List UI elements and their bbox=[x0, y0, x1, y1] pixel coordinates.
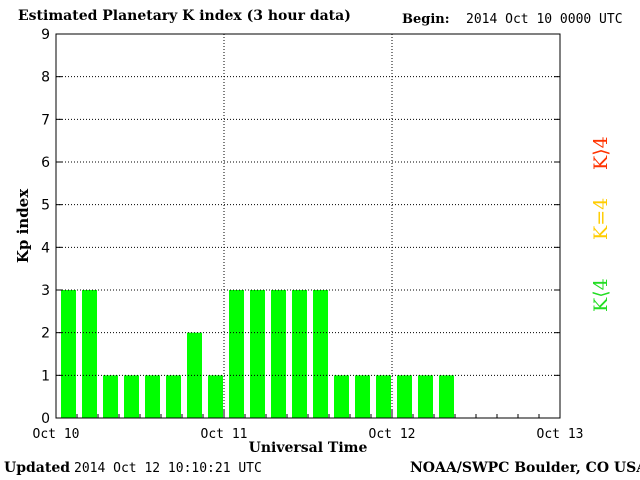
bar-5 bbox=[166, 375, 181, 418]
bar-18 bbox=[439, 375, 454, 418]
updated-value: 2014 Oct 12 10:10:21 UTC bbox=[74, 461, 262, 476]
bar-17 bbox=[418, 375, 433, 418]
bar-10 bbox=[271, 290, 286, 418]
bar-14 bbox=[355, 375, 370, 418]
y-tick-label-5: 5 bbox=[41, 198, 50, 214]
bar-8 bbox=[229, 290, 244, 418]
bar-3 bbox=[124, 375, 139, 418]
bar-13 bbox=[334, 375, 349, 418]
y-tick-label-7: 7 bbox=[41, 112, 50, 128]
bar-1 bbox=[82, 290, 97, 418]
y-tick-label-8: 8 bbox=[41, 70, 50, 86]
y-tick-label-4: 4 bbox=[41, 240, 50, 256]
legend-k-below-4: K⟨4 bbox=[590, 278, 612, 312]
bar-7 bbox=[208, 375, 223, 418]
bar-2 bbox=[103, 375, 118, 418]
bar-9 bbox=[250, 290, 265, 418]
x-tick-label-0: Oct 10 bbox=[33, 427, 80, 442]
bar-16 bbox=[397, 375, 412, 418]
bar-0 bbox=[61, 290, 76, 418]
bar-4 bbox=[145, 375, 160, 418]
credit-text: NOAA/SWPC Boulder, CO USA bbox=[410, 460, 640, 476]
chart-title: Estimated Planetary K index (3 hour data… bbox=[18, 8, 351, 24]
plot-frame bbox=[55, 33, 561, 419]
y-axis-label: Kp index bbox=[14, 188, 32, 263]
y-tick-label-0: 0 bbox=[41, 411, 50, 427]
x-tick-label-1: Oct 11 bbox=[201, 427, 248, 442]
y-tick-label-6: 6 bbox=[41, 155, 50, 171]
bar-11 bbox=[292, 290, 307, 418]
x-tick-label-2: Oct 12 bbox=[369, 427, 416, 442]
bar-15 bbox=[376, 375, 391, 418]
bar-12 bbox=[313, 290, 328, 418]
x-axis-label: Universal Time bbox=[249, 440, 368, 456]
y-tick-label-9: 9 bbox=[41, 27, 50, 43]
y-tick-label-2: 2 bbox=[41, 326, 50, 342]
legend-k-above-4: K⟩4 bbox=[590, 136, 612, 170]
updated-label: Updated bbox=[4, 460, 71, 476]
begin-label: Begin: bbox=[402, 12, 450, 27]
begin-value: 2014 Oct 10 0000 UTC bbox=[466, 12, 623, 27]
x-tick-label-3: Oct 13 bbox=[537, 427, 584, 442]
legend-k-equal-4: K=4 bbox=[590, 197, 612, 240]
y-tick-label-3: 3 bbox=[41, 283, 50, 299]
y-tick-label-1: 1 bbox=[41, 368, 50, 384]
